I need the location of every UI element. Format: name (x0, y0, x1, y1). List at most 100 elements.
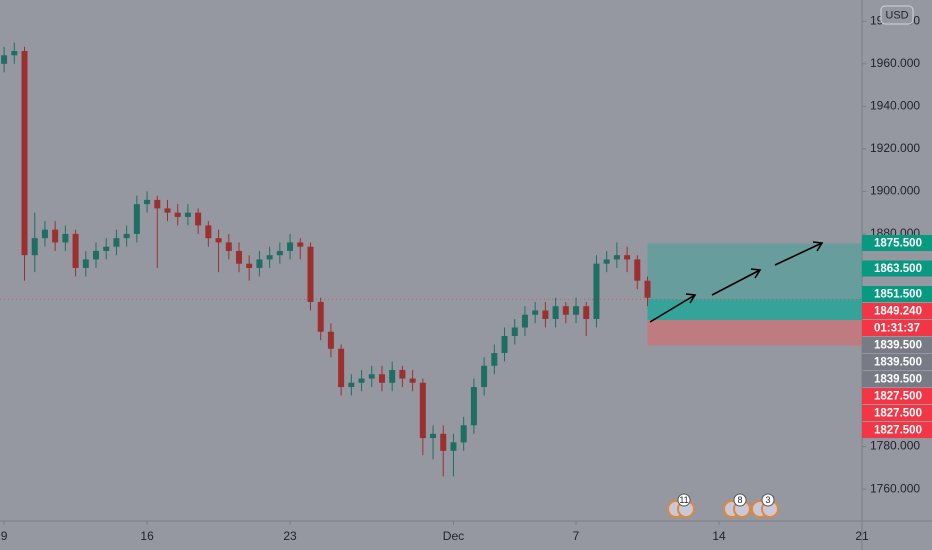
candle-body (82, 259, 89, 268)
candle-body (195, 212, 202, 226)
currency-label: USD (885, 9, 908, 21)
candle-body (52, 229, 59, 243)
candle-body (133, 204, 140, 234)
candle-body (174, 212, 181, 217)
arrow (649, 293, 697, 323)
candle-body (123, 233, 130, 239)
candle-body (327, 331, 334, 349)
candle-body (368, 374, 375, 379)
price-label: 1849.240 (874, 306, 922, 318)
event-count-badge (761, 493, 775, 507)
profit-zone (647, 299, 862, 321)
candle-body (297, 242, 304, 247)
candle-body (1, 55, 8, 64)
price-label-box (862, 354, 932, 371)
candle-body (460, 425, 467, 443)
event-count: 3 (765, 495, 770, 505)
candle-body (338, 348, 345, 388)
price-label-box (862, 422, 932, 439)
position-tool[interactable] (0, 243, 862, 346)
price-label-box (862, 286, 932, 303)
candle-body (358, 378, 365, 383)
candle-body (583, 306, 590, 319)
candle-body (419, 382, 426, 439)
candle-body (72, 233, 79, 268)
price-label-box (862, 388, 932, 405)
y-tick-label: 1760.000 (870, 481, 920, 495)
candle-body (62, 233, 69, 243)
candle-body (317, 301, 324, 332)
countdown-label-box (862, 320, 932, 337)
price-label: 1827.500 (874, 408, 922, 420)
candle-body (644, 280, 651, 298)
candle-body (378, 374, 385, 383)
candle-body (11, 51, 18, 56)
event-marker[interactable]: 11 (667, 493, 695, 518)
x-tick-label: 14 (712, 529, 726, 543)
candle-body (603, 259, 610, 264)
price-label: 1827.500 (874, 425, 922, 437)
candle-body (164, 208, 171, 213)
candle-body (287, 242, 294, 251)
stop-zone (647, 320, 862, 346)
candle-body (225, 242, 232, 251)
y-tick-label: 1900.000 (870, 184, 920, 198)
candle-body (593, 263, 600, 319)
candle-body (501, 335, 508, 354)
candle-body (511, 327, 518, 336)
candle-body (235, 250, 242, 264)
candle-body (481, 365, 488, 388)
price-label: 1839.500 (874, 374, 922, 386)
candle-body (573, 306, 580, 315)
candle-body (634, 259, 641, 281)
price-label: 1839.500 (874, 340, 922, 352)
event-count-badge (677, 493, 691, 507)
candle-body (430, 433, 437, 439)
candle-body (21, 51, 28, 256)
candle-body (613, 255, 620, 260)
candle-body (205, 225, 212, 239)
candle-body (450, 442, 457, 451)
candle-body (470, 387, 477, 426)
price-label-box (862, 337, 932, 354)
arrows (649, 241, 824, 323)
price-label: 1839.500 (874, 357, 922, 369)
y-tick-label: 1960.000 (870, 56, 920, 70)
candle-body (154, 199, 161, 209)
candle-body (409, 378, 416, 383)
candle-body (348, 382, 355, 388)
currency-badge[interactable] (880, 5, 914, 25)
price-label-box (862, 303, 932, 320)
candle-body (542, 310, 549, 319)
candle-body (399, 370, 406, 379)
x-tick-label: 21 (855, 529, 869, 543)
event-marker[interactable]: 8 (723, 493, 751, 518)
candle-body (389, 370, 396, 383)
event-marker[interactable]: 3 (751, 493, 779, 518)
price-label: 1863.500 (874, 263, 922, 275)
candle-body (113, 238, 120, 247)
x-tick-label: 9 (1, 529, 8, 543)
event-count: 8 (737, 495, 742, 505)
candle-body (103, 246, 110, 251)
event-count-badge (733, 493, 747, 507)
candle-body (552, 306, 559, 319)
x-tick-label: 16 (140, 529, 154, 543)
y-tick-label: 1940.000 (870, 98, 920, 112)
candle-body (266, 255, 273, 260)
price-label-box (862, 371, 932, 388)
candle-body (276, 250, 283, 256)
arrow (711, 268, 762, 296)
y-tick-label: 1920.000 (870, 141, 920, 155)
candle-body (256, 259, 263, 268)
x-tick-label: 7 (573, 529, 580, 543)
candle-body (93, 250, 100, 260)
candle-body (307, 246, 314, 302)
price-label: 1875.500 (874, 238, 922, 250)
arrow (774, 241, 824, 266)
countdown-label: 01:31:37 (874, 323, 920, 335)
y-tick-label: 1780.000 (870, 439, 920, 453)
candle-body (624, 255, 631, 260)
candle-body (521, 314, 528, 328)
